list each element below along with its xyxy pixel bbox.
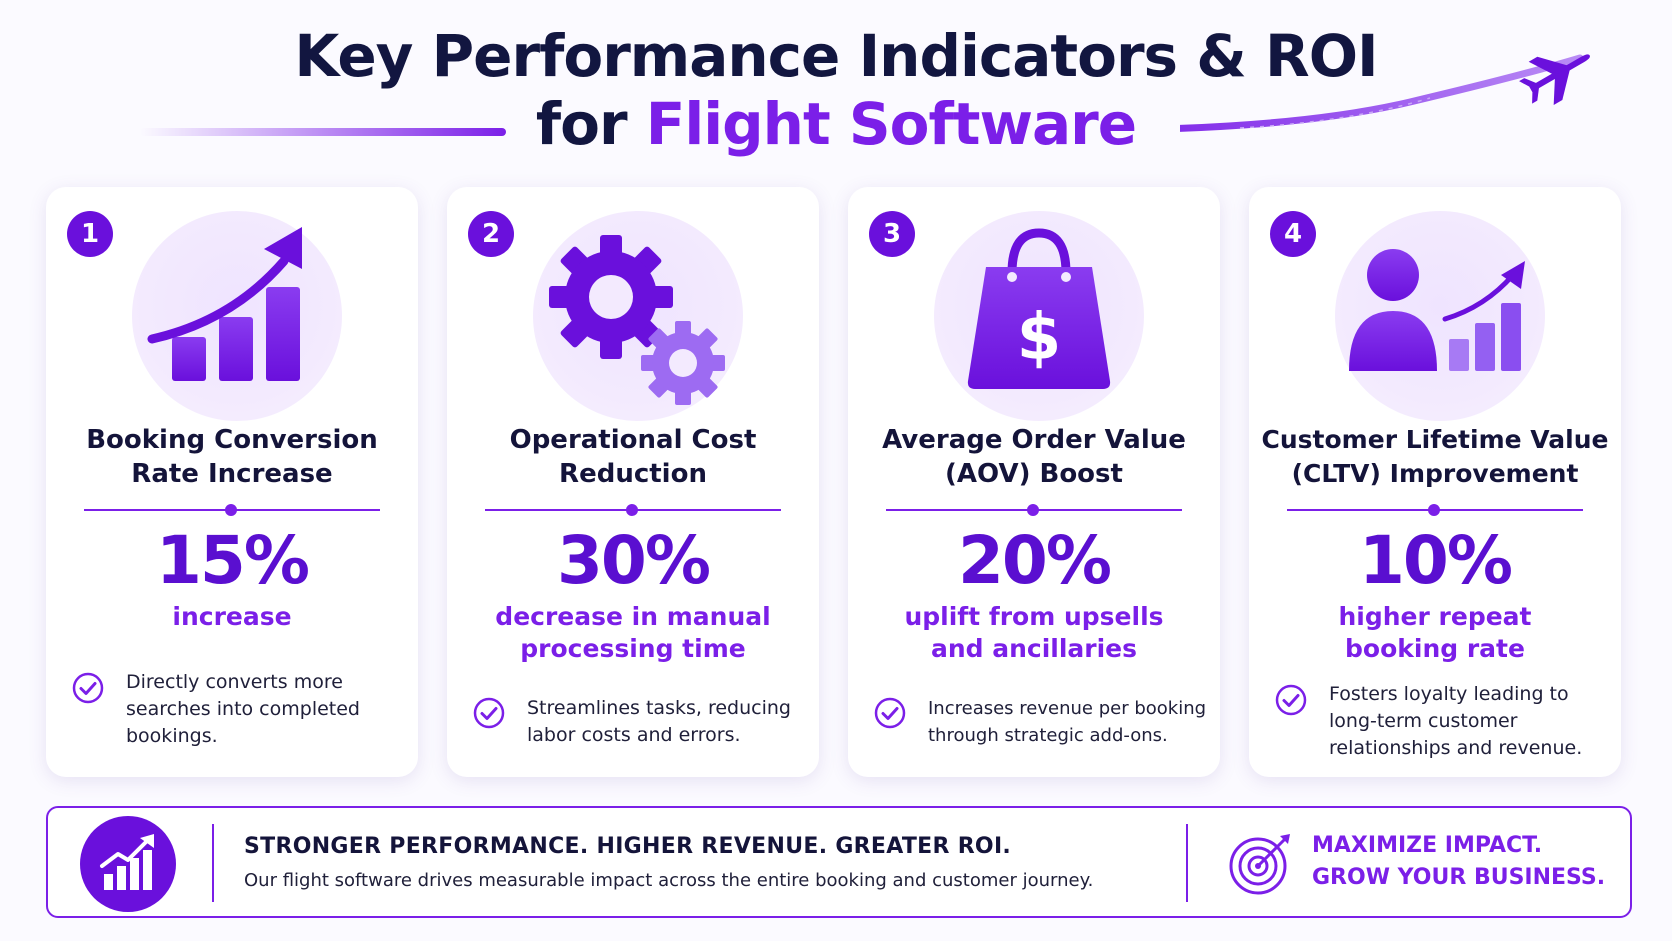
card-metric-description: uplift from upsells and ancillaries (904, 602, 1164, 663)
banner-separator (212, 824, 214, 902)
card-title: Customer Lifetime Value (CLTV) Improveme… (1261, 425, 1609, 488)
banner-subtext: Our flight software drives measurable im… (244, 870, 1094, 891)
large-gear-icon (549, 235, 673, 359)
title-swoosh-left (140, 128, 506, 136)
card-metric-value: 20% (958, 522, 1112, 599)
card-number-badge: 1 (67, 211, 113, 257)
bar-chart-arrow-icon (80, 816, 176, 912)
card-metric-value: 10% (1359, 522, 1513, 599)
card-divider-dot (225, 504, 237, 516)
card-number-badge: 2 (468, 211, 514, 257)
card-metric-description: higher repeat booking rate (1338, 602, 1532, 663)
icon-background-circle (132, 211, 342, 421)
kpi-card-average-order-value: 3 $ Average Order Value (AOV) Boost 20% … (848, 187, 1220, 777)
card-note: Streamlines tasks, reducing labor costs … (527, 697, 791, 746)
kpi-card-operational-cost: 2 (447, 187, 819, 777)
airplane-icon (1519, 54, 1590, 106)
svg-text:$: $ (1017, 301, 1062, 375)
card-metric-value: 30% (557, 522, 711, 599)
card-divider-dot (626, 504, 638, 516)
page-title: Key Performance Indicators & ROI for Fli… (0, 22, 1672, 158)
card-metric-description: decrease in manual processing time (495, 602, 771, 663)
title-line-1: Key Performance Indicators & ROI (294, 22, 1378, 90)
card-note: Fosters loyalty leading to long-term cus… (1329, 683, 1583, 759)
check-circle-icon (473, 697, 505, 729)
small-gear-icon (641, 321, 725, 405)
banner-call-to-action: MAXIMIZE IMPACT. GROW YOUR BUSINESS. (1312, 833, 1606, 890)
card-metric-value: 15% (156, 522, 310, 599)
airplane-trail-decoration (1180, 54, 1590, 132)
card-note: Increases revenue per booking through st… (928, 698, 1207, 746)
growth-chart-icon (147, 227, 302, 381)
kpi-card-customer-lifetime-value: 4 Customer Lifetime Value (CLTV) Improve… (1249, 187, 1621, 777)
check-circle-icon (1275, 684, 1307, 716)
title-line-2-prefix: for (535, 90, 646, 158)
customer-growth-icon (1349, 249, 1525, 371)
card-number-badge: 4 (1270, 211, 1316, 257)
swoosh-trail (1180, 54, 1584, 132)
kpi-card-booking-conversion: 1 Booking Conversion Rate Increase 15% i… (46, 187, 418, 777)
card-divider-dot (1428, 504, 1440, 516)
card-number-badge: 3 (869, 211, 915, 257)
card-note: Directly converts more searches into com… (126, 671, 360, 747)
target-arrow-icon (1229, 834, 1290, 895)
gears-icon (549, 235, 725, 405)
banner-headline: STRONGER PERFORMANCE. HIGHER REVENUE. GR… (244, 834, 1012, 859)
card-divider-dot (1027, 504, 1039, 516)
person-icon (1367, 249, 1419, 301)
shopping-bag-dollar-icon: $ (967, 228, 1111, 389)
check-circle-icon (874, 697, 906, 729)
card-title: Average Order Value (AOV) Boost (882, 425, 1186, 489)
card-metric-description: increase (172, 602, 292, 631)
dashed-trail (1239, 97, 1431, 129)
title-line-2-accent: Flight Software (645, 90, 1137, 158)
check-circle-icon (72, 672, 104, 704)
banner-separator (1186, 824, 1188, 902)
card-title: Booking Conversion Rate Increase (86, 425, 378, 489)
title-line-2: for Flight Software (0, 90, 1672, 158)
card-title: Operational Cost Reduction (509, 425, 757, 489)
summary-banner: STRONGER PERFORMANCE. HIGHER REVENUE. GR… (46, 806, 1632, 918)
